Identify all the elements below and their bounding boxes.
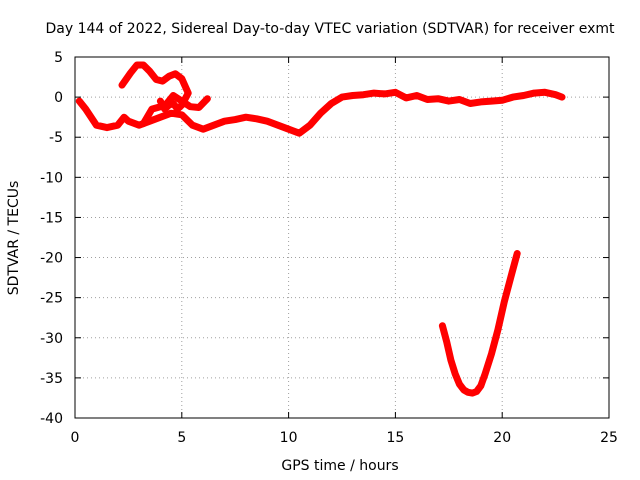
axis-ticks [74,56,610,419]
x-tick-label-25: 25 [600,430,618,446]
series-v-shape-outlier [438,250,521,397]
y-tick-label-5: 5 [54,50,63,66]
x-tick-label-15: 15 [386,430,404,446]
y-tick-label--25: -25 [40,291,63,307]
y-tick-label--15: -15 [40,210,63,226]
y-tick-labels: 5 0 -5 -10 -15 -20 -25 -30 -35 -40 [40,50,63,427]
x-tick-label-0: 0 [71,430,80,446]
plot-frame [74,56,610,419]
y-axis-label: SDTVAR / TECUs [6,181,22,296]
y-tick-label--40: -40 [40,411,63,427]
x-tick-label-10: 10 [280,430,298,446]
x-axis-label: GPS time / hours [281,458,398,474]
x-tick-label-5: 5 [177,430,186,446]
y-tick-label--30: -30 [40,331,63,347]
series-layer [75,61,566,397]
y-tick-label--10: -10 [40,170,63,186]
series-upper-loop [118,61,192,113]
y-tick-label--5: -5 [49,130,63,146]
series-middle-arc [139,92,211,128]
y-tick-label--35: -35 [40,371,63,387]
y-tick-label-0: 0 [54,90,63,106]
x-tick-label-20: 20 [493,430,511,446]
y-tick-label--20: -20 [40,251,63,267]
chart-title: Day 144 of 2022, Sidereal Day-to-day VTE… [46,21,616,37]
x-tick-labels: 0 5 10 15 20 25 [71,430,618,446]
